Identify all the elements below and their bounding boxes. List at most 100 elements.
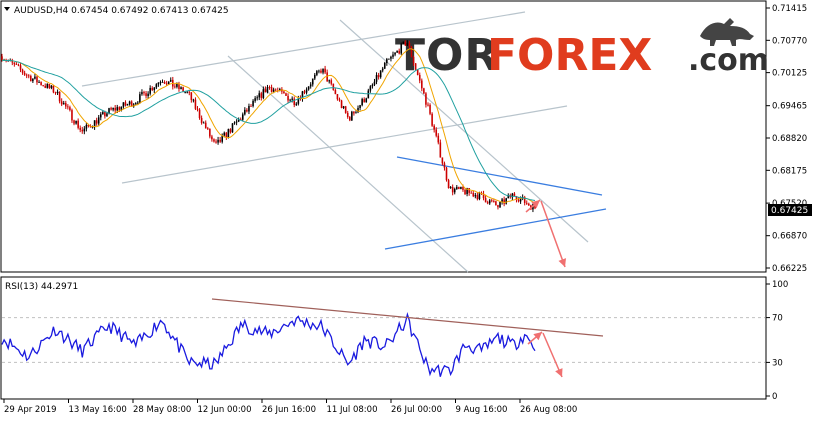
candle-body xyxy=(174,86,176,88)
candle-body xyxy=(229,129,232,133)
symbol-header: AUDUSD,H4 0.67454 0.67492 0.67413 0.6742… xyxy=(14,6,229,16)
candle-body xyxy=(178,83,180,90)
candle-body xyxy=(91,127,94,128)
candle-body xyxy=(462,186,464,190)
candle-body xyxy=(348,117,351,121)
candle-body xyxy=(264,89,267,93)
candle-body xyxy=(134,103,137,105)
candle-body xyxy=(13,62,16,65)
candle-body xyxy=(363,99,365,103)
bull-icon xyxy=(700,18,754,46)
candle-body xyxy=(42,85,44,86)
candle-body xyxy=(414,63,417,70)
candle-body xyxy=(233,122,236,124)
candle-body xyxy=(262,89,265,98)
candle-body xyxy=(279,89,281,91)
candle-body xyxy=(118,107,121,110)
logo-domain: .com xyxy=(688,43,769,78)
candle-body xyxy=(346,112,349,118)
candle-body xyxy=(106,113,108,117)
candle-body xyxy=(285,93,287,96)
candle-body xyxy=(60,101,63,105)
forecast-down-arrow-head xyxy=(558,258,567,267)
candle-body xyxy=(433,125,435,130)
price-axis-label: 0.68175 xyxy=(772,166,807,176)
candle-body xyxy=(410,46,413,57)
rsi-trend-line xyxy=(211,298,604,337)
candle-body xyxy=(495,201,497,206)
candle-body xyxy=(40,82,42,86)
current-price-label: 0.67425 xyxy=(771,206,808,216)
forecast-up-arrow-head xyxy=(531,200,540,209)
candle-body xyxy=(167,81,170,85)
candle-body xyxy=(200,117,203,123)
candle-body xyxy=(194,99,197,109)
moving-average-fast-line xyxy=(1,48,536,204)
candle-body xyxy=(64,103,67,107)
candle-body xyxy=(289,99,291,101)
channel-upper-line xyxy=(81,11,526,87)
candle-body xyxy=(250,106,252,107)
candle-body xyxy=(246,109,248,112)
candle-body xyxy=(447,180,450,189)
candle-body xyxy=(513,193,516,197)
candle-body xyxy=(493,201,495,202)
candle-body xyxy=(97,117,100,124)
rsi-panel-frame xyxy=(0,276,767,400)
candle-body xyxy=(515,196,518,200)
candle-body xyxy=(192,99,195,101)
candle-body xyxy=(7,60,9,62)
candle-body xyxy=(48,83,51,88)
candle-body xyxy=(223,132,226,136)
candle-body xyxy=(25,74,28,76)
candle-body xyxy=(198,109,201,118)
candle-body xyxy=(256,97,258,99)
candle-body xyxy=(497,205,499,208)
candle-body xyxy=(435,129,438,136)
candle-body xyxy=(211,136,213,140)
candle-body xyxy=(184,92,186,93)
rsi-axis-label: 0 xyxy=(772,392,777,402)
candle-body xyxy=(38,82,40,83)
candle-body xyxy=(157,82,160,85)
triangle-upper-line xyxy=(396,156,603,196)
time-axis-label: 11 Jul 08:00 xyxy=(327,405,378,415)
candle-body xyxy=(460,186,462,189)
candle-body xyxy=(248,106,250,112)
candle-body xyxy=(344,106,347,113)
logo-forex: FOREX xyxy=(487,30,652,81)
candle-body xyxy=(386,59,388,63)
candle-body xyxy=(67,106,69,108)
candle-body xyxy=(418,74,421,81)
candle-body xyxy=(235,121,238,123)
price-axis-label: 0.69465 xyxy=(772,102,807,112)
main-chart-frame xyxy=(0,0,767,273)
candle-body xyxy=(406,42,409,46)
price-axis-label: 0.71415 xyxy=(772,4,807,14)
candle-body xyxy=(52,85,55,93)
candle-body xyxy=(486,202,489,204)
time-axis-label: 26 Jul 00:00 xyxy=(391,405,442,415)
candle-body xyxy=(404,41,407,46)
candle-body xyxy=(476,195,479,200)
candle-body xyxy=(305,89,308,93)
candle-body xyxy=(155,84,158,88)
candle-body xyxy=(83,128,86,132)
candle-body xyxy=(270,87,273,92)
candle-body xyxy=(137,102,139,104)
triangle-lower-line xyxy=(384,208,607,250)
candle-body xyxy=(398,50,400,54)
candle-body xyxy=(375,75,378,82)
candle-body xyxy=(71,110,73,121)
candle-body xyxy=(272,89,275,92)
candle-body xyxy=(204,122,207,129)
candle-body xyxy=(73,120,75,124)
candle-body xyxy=(159,82,162,84)
candle-body xyxy=(458,187,460,189)
candle-body xyxy=(62,103,65,105)
candle-body xyxy=(81,129,84,132)
candle-body xyxy=(244,109,246,115)
candle-body xyxy=(110,108,112,110)
candle-body xyxy=(507,195,510,199)
rsi-axis-label: 30 xyxy=(772,358,783,368)
